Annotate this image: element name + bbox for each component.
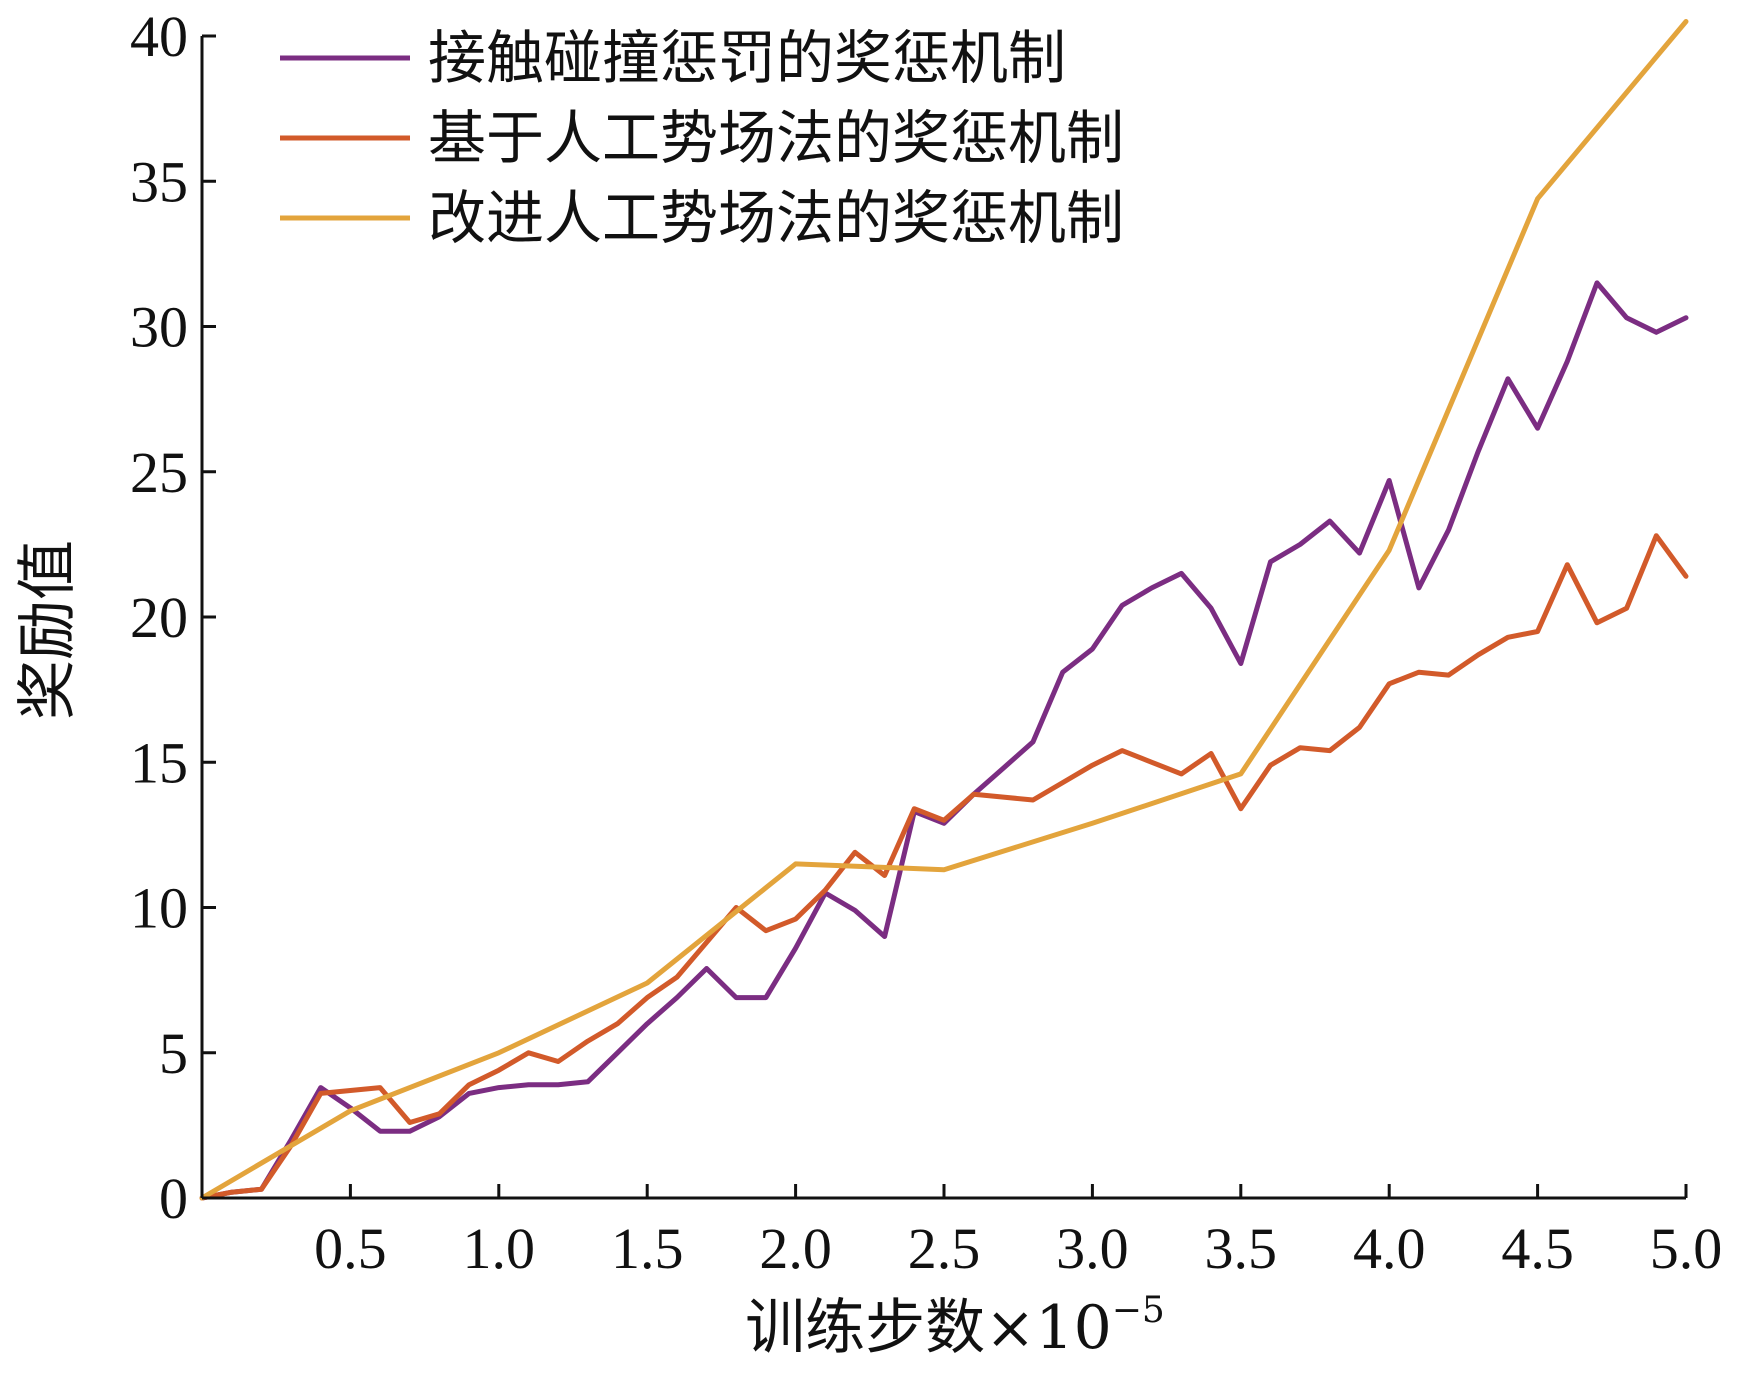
- x-tick-label: 2.5: [908, 1216, 981, 1281]
- y-tick-label: 10: [130, 876, 188, 941]
- legend-label-contact-collision-penalty: 接触碰撞惩罚的奖惩机制: [428, 24, 1066, 92]
- y-axis-title: 奖励值: [13, 540, 83, 720]
- y-tick-label: 15: [130, 730, 188, 795]
- x-axis-title-superscript: −5: [1112, 1290, 1165, 1331]
- series-line-artificial-potential-field: [199, 533, 1689, 1201]
- x-tick-label: 0.5: [314, 1216, 387, 1281]
- legend-label-artificial-potential-field: 基于人工势场法的奖惩机制: [428, 104, 1124, 172]
- x-tick-label: 3.0: [1056, 1216, 1129, 1281]
- y-tick-label: 25: [130, 440, 188, 505]
- y-tick-label: 0: [159, 1166, 188, 1231]
- x-tick-label: 2.0: [759, 1216, 832, 1281]
- y-axis-ticks: 0 5 10 15 20 25 30 35 40: [130, 4, 216, 1231]
- x-tick-label: 4.0: [1353, 1216, 1426, 1281]
- y-tick-label: 40: [130, 4, 188, 69]
- x-axis-title: 训练步数×10−5: [745, 1290, 1165, 1363]
- y-tick-label: 5: [159, 1021, 188, 1086]
- series-layer: [199, 19, 1689, 1201]
- x-axis-ticks: 0.5 1.0 1.5 2.0 2.5 3.0 3.5 4.0 4.5 5.0: [314, 1184, 1722, 1281]
- legend: 接触碰撞惩罚的奖惩机制 基于人工势场法的奖惩机制 改进人工势场法的奖惩机制: [280, 24, 1124, 252]
- x-tick-label: 5.0: [1650, 1216, 1723, 1281]
- x-tick-label: 3.5: [1205, 1216, 1278, 1281]
- x-tick-label: 1.0: [463, 1216, 536, 1281]
- series-line-contact-collision-penalty: [199, 280, 1689, 1201]
- y-tick-label: 30: [130, 295, 188, 360]
- x-tick-label: 1.5: [611, 1216, 684, 1281]
- legend-label-improved-artificial-potential-field: 改进人工势场法的奖惩机制: [428, 184, 1124, 252]
- y-tick-label: 20: [130, 585, 188, 650]
- x-tick-label: 4.5: [1501, 1216, 1574, 1281]
- series-line-improved-artificial-potential-field: [199, 19, 1689, 1201]
- y-tick-label: 35: [130, 149, 188, 214]
- x-axis-title-text: 训练步数×10: [745, 1293, 1112, 1363]
